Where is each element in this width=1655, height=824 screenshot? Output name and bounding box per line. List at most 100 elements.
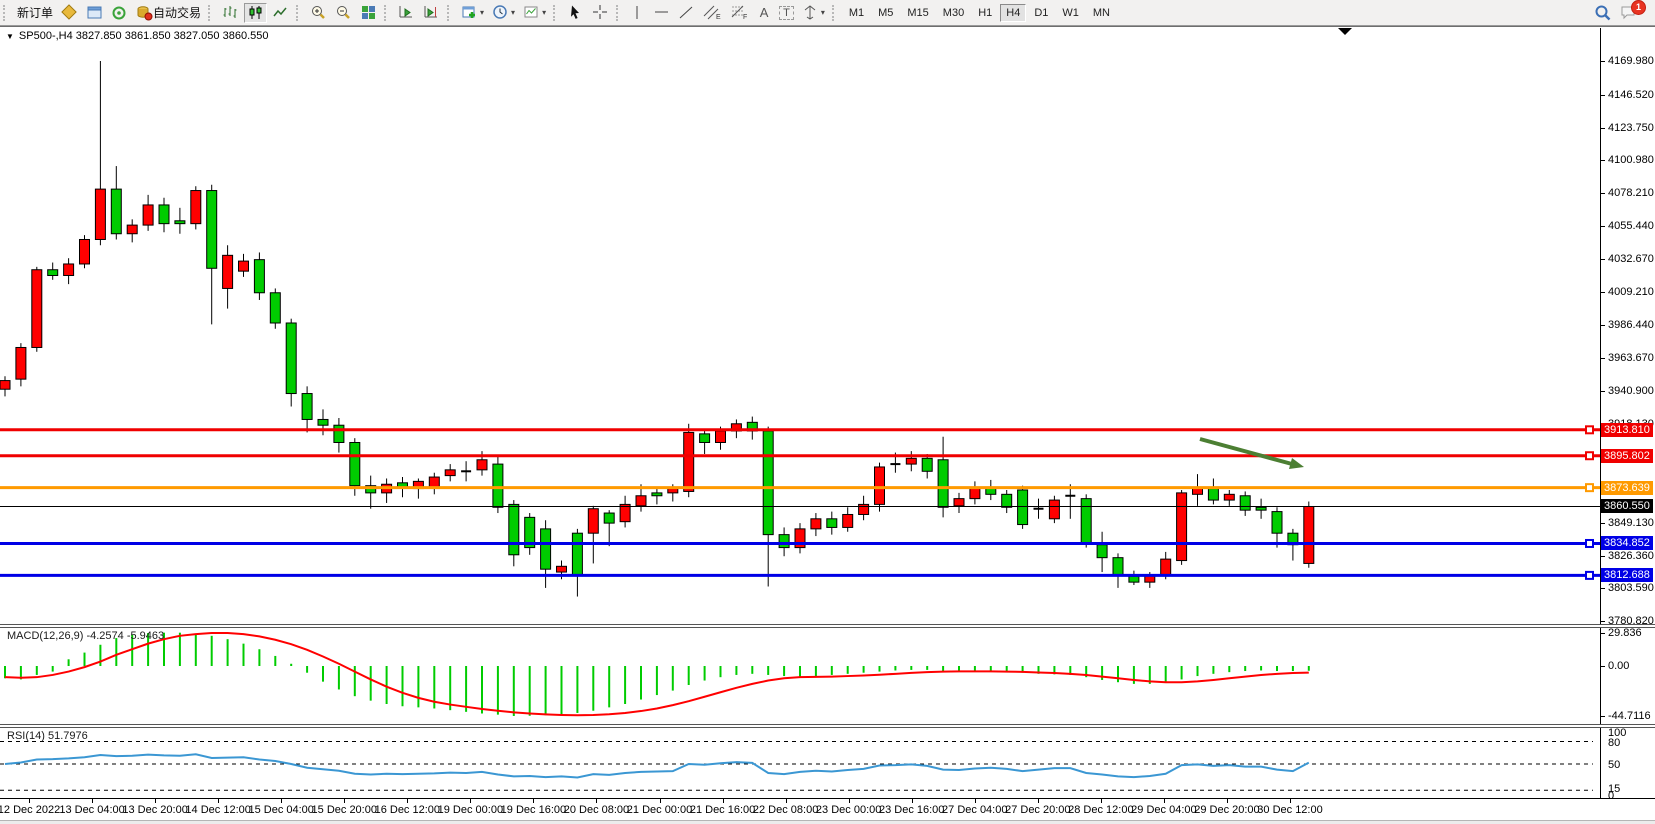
zoom-in-icon[interactable] [307, 3, 330, 23]
line-chart-icon[interactable] [269, 3, 292, 23]
chevron-down-icon: ▾ [820, 8, 825, 17]
time-axis-label: 15 Dec 20:00 [311, 804, 377, 816]
time-axis-label: 30 Dec 12:00 [1257, 804, 1323, 816]
rsi-label: RSI(14) 51.7976 [7, 730, 88, 742]
toolbar-grip[interactable] [447, 4, 453, 21]
tf-button-W1[interactable]: W1 [1062, 6, 1079, 19]
axis-tick-label: 4169.980 [1608, 55, 1654, 67]
toolbar-grip[interactable] [384, 4, 390, 21]
time-axis-label: 12 Dec 2022 [0, 804, 61, 816]
gold-seal-icon [61, 4, 77, 20]
cursor-tool-icon[interactable] [564, 3, 587, 23]
fibonacci-tool-icon[interactable]: F [727, 3, 752, 23]
toolbar-grip[interactable] [3, 4, 9, 21]
channel-tool-icon[interactable]: E [700, 3, 725, 23]
time-axis-label: 27 Dec 04:00 [942, 804, 1008, 816]
trendline-tool-icon[interactable] [675, 3, 698, 23]
market-watch-icon[interactable] [58, 3, 81, 23]
axis-tick-label: 29.836 [1608, 627, 1642, 639]
price-line-label: 3860.550 [1601, 499, 1653, 513]
chart-window: ▼ SP500-,H4 3827.850 3861.850 3827.050 3… [0, 26, 1655, 821]
vertical-line-tool-icon[interactable] [627, 3, 648, 23]
time-axis-label: 28 Dec 12:00 [1068, 804, 1134, 816]
time-axis-label: 15 Dec 04:00 [248, 804, 314, 816]
time-axis-label: 21 Dec 00:00 [626, 804, 693, 816]
axis-tick-label: 4123.750 [1608, 122, 1654, 134]
new-order-button[interactable]: 新订单 [14, 3, 56, 23]
chat-button[interactable]: 1 [1617, 0, 1646, 23]
price-axis[interactable]: 4169.980 4146.520 4123.750 4100.980 4078.210… [1600, 28, 1655, 627]
svg-text:F: F [743, 14, 747, 21]
autotrading-button[interactable]: 自动交易 [133, 3, 204, 23]
time-axis-label: 29 Dec 20:00 [1194, 804, 1260, 816]
candlestick-chart-icon[interactable] [244, 2, 268, 23]
chevron-down-icon: ▾ [542, 8, 547, 17]
chart-shift-icon[interactable] [420, 3, 443, 23]
axis-tick-label: 4055.440 [1608, 220, 1654, 232]
auto-scroll-icon[interactable] [395, 3, 418, 23]
rsi-panel[interactable]: RSI(14) 51.7976 [0, 728, 1600, 798]
time-axis[interactable]: 12 Dec 2022 13 Dec 04:00 13 Dec 20:00 14 De… [0, 798, 1655, 821]
tf-button-D1[interactable]: D1 [1034, 6, 1049, 19]
tf-button-H4[interactable]: H4 [1000, 3, 1027, 22]
axis-tick-label: 3803.590 [1608, 582, 1654, 594]
tf-button-M5[interactable]: M5 [878, 6, 894, 19]
terminal-icon[interactable] [83, 3, 106, 23]
tf-button-M30[interactable]: M30 [942, 6, 965, 19]
panel-separator[interactable] [0, 624, 1655, 628]
bar-chart-icon[interactable] [219, 3, 242, 23]
tf-button-M15[interactable]: M15 [907, 6, 929, 19]
text-tool-icon[interactable]: A [759, 5, 769, 20]
zoom-out-icon[interactable] [332, 3, 355, 23]
axis-tick-label: 4009.210 [1608, 286, 1654, 298]
time-axis-label: 22 Dec 08:00 [752, 804, 819, 816]
tile-windows-icon[interactable] [357, 3, 380, 23]
chart-menu-icon[interactable]: ▼ [6, 31, 14, 41]
axis-tick-label: 100 [1608, 727, 1627, 739]
time-axis-label: 13 Dec 20:00 [122, 804, 188, 816]
panel-separator[interactable] [0, 724, 1655, 728]
time-axis-label: 19 Dec 00:00 [437, 804, 504, 816]
toolbar-grip[interactable] [296, 4, 302, 21]
template-button[interactable]: ▾ [520, 3, 549, 23]
signals-icon[interactable] [108, 3, 131, 23]
tf-button-MN[interactable]: MN [1092, 6, 1110, 19]
main-chart[interactable]: ▼ SP500-,H4 3827.850 3861.850 3827.050 3… [0, 28, 1600, 624]
macd-panel[interactable]: MACD(12,26,9) -4.2574 -5.9463 [0, 628, 1600, 724]
shapes-tool-button[interactable]: ▾ [799, 3, 828, 23]
time-axis-label: 29 Dec 04:00 [1131, 804, 1197, 816]
toolbar-grip[interactable] [616, 4, 622, 21]
axis-tick-label: 3986.440 [1608, 319, 1654, 331]
new-order-label: 新订单 [17, 6, 54, 20]
rsi-axis: 100 80 50 15 0 [1600, 727, 1655, 802]
axis-tick-label: 50 [1608, 759, 1621, 771]
toolbar-grip[interactable] [831, 4, 838, 21]
time-axis-label: 23 Dec 16:00 [878, 804, 945, 816]
chevron-down-icon: ▾ [480, 8, 485, 17]
axis-tick-label: 3826.360 [1608, 550, 1654, 562]
status-bar [0, 820, 1655, 824]
time-axis-label: 13 Dec 04:00 [59, 804, 125, 816]
search-icon[interactable] [1591, 3, 1615, 23]
period-button[interactable]: ▾ [489, 3, 518, 23]
tf-button-H1[interactable]: H1 [978, 6, 993, 19]
axis-tick-label: 4078.210 [1608, 187, 1654, 199]
time-axis-label: 21 Dec 16:00 [689, 804, 756, 816]
new-chart-button[interactable]: ▾ [458, 3, 487, 23]
price-line-label: 3834.852 [1601, 536, 1653, 550]
axis-tick-label: 4100.980 [1608, 154, 1654, 166]
toolbar-grip[interactable] [208, 4, 214, 21]
tf-button-M1[interactable]: M1 [848, 6, 865, 19]
axis-tick-label: -44.7116 [1608, 710, 1651, 722]
toolbar-grip[interactable] [553, 4, 559, 21]
crosshair-tool-icon[interactable] [589, 3, 612, 23]
label-tool-icon[interactable]: T [776, 3, 797, 23]
horizontal-line-tool-icon[interactable] [650, 3, 673, 23]
chevron-down-icon: ▾ [511, 8, 516, 17]
axis-tick-label: 3940.900 [1608, 385, 1654, 397]
price-line-label: 3913.810 [1601, 423, 1653, 437]
notification-badge: 1 [1631, 0, 1646, 15]
time-axis-label: 16 Dec 12:00 [374, 804, 441, 816]
autotrading-icon [137, 6, 153, 21]
